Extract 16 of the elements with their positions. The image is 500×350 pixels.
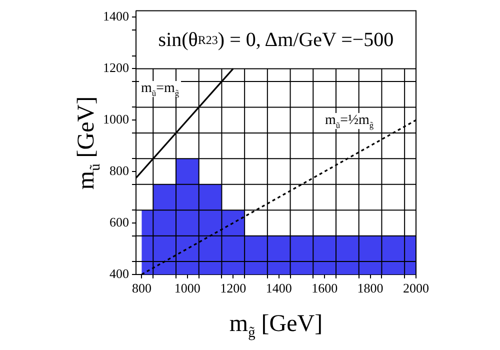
x-axis-title: m$_{g̃}$ [GeV] xyxy=(228,311,324,341)
annotation: m$_{ũ}$=m$_{g̃}$ xyxy=(139,80,182,98)
y-tick-label: 1000 xyxy=(103,112,129,127)
x-tick-label: 2000 xyxy=(403,280,429,296)
y-tick-label: 1400 xyxy=(103,8,129,24)
x-tick-label: 1200 xyxy=(220,280,246,296)
x-tick-label: 1800 xyxy=(357,280,384,296)
x-tick-label: 1400 xyxy=(266,280,292,296)
x-tick-label: 1000 xyxy=(174,280,200,296)
y-tick-label: 400 xyxy=(110,266,129,281)
y-tick-label: 600 xyxy=(110,214,129,230)
x-tick-label: 1600 xyxy=(312,280,338,296)
y-tick-label: 1200 xyxy=(103,60,129,76)
x-tick-label: 800 xyxy=(132,280,152,296)
annotation: m$_{ũ}$=½m$_{g̃}$ xyxy=(323,112,376,130)
y-tick-label: 800 xyxy=(110,162,129,178)
